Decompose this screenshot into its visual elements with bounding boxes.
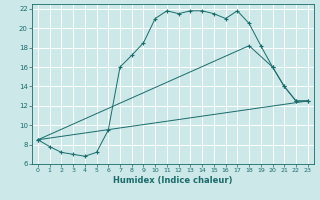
X-axis label: Humidex (Indice chaleur): Humidex (Indice chaleur) bbox=[113, 176, 233, 185]
